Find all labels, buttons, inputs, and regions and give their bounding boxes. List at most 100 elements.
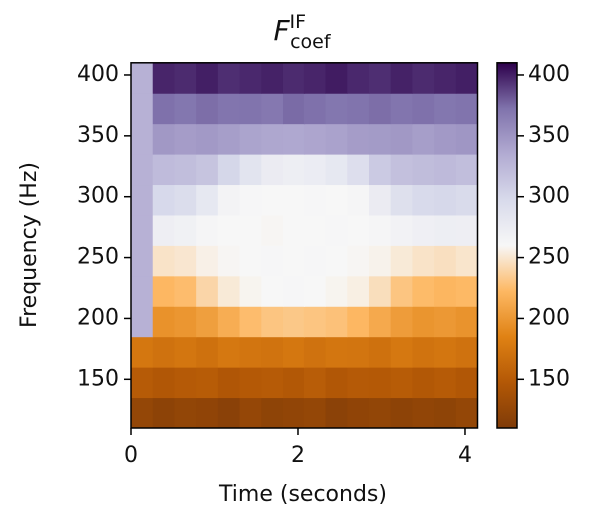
heat-cell — [390, 154, 413, 186]
y-axis-label: Frequency (Hz) — [17, 162, 42, 328]
heat-cell — [303, 214, 327, 246]
heat-cell — [152, 367, 175, 399]
heat-cell — [325, 367, 348, 399]
heat-cell — [131, 306, 154, 338]
y-tick-label: 250 — [77, 245, 119, 270]
heat-cell — [368, 306, 392, 338]
chart-title: FIF coef — [273, 11, 331, 53]
heat-cell — [152, 93, 175, 125]
plot-frame — [130, 62, 479, 429]
heat-cell — [368, 93, 392, 125]
heat-cell — [174, 275, 197, 307]
heat-cell — [261, 62, 284, 94]
heat-cell — [174, 336, 197, 368]
heat-cell — [131, 184, 154, 216]
heat-cell — [217, 184, 241, 216]
heat-cell — [434, 214, 457, 246]
heat-cell — [434, 306, 457, 338]
heat-cell — [412, 367, 435, 399]
heat-cell — [282, 214, 306, 246]
heat-cell — [390, 214, 413, 246]
heat-cell — [131, 336, 154, 368]
y-tick-label: 300 — [77, 184, 119, 209]
heat-cell — [368, 275, 392, 307]
heat-cell — [325, 62, 348, 94]
heat-cell — [325, 397, 348, 429]
heat-cell — [455, 306, 478, 338]
heat-cell — [239, 275, 262, 307]
heat-cell — [174, 245, 197, 277]
heat-cell — [131, 154, 154, 186]
heat-cell — [434, 245, 457, 277]
heat-cell — [282, 275, 306, 307]
heat-cell — [434, 154, 457, 186]
heat-cell — [434, 123, 457, 155]
heat-cell — [347, 93, 370, 125]
heat-cell — [347, 397, 370, 429]
heat-cell — [174, 62, 197, 94]
heat-cell — [347, 184, 370, 216]
heat-cell — [325, 93, 348, 125]
heat-cell — [239, 123, 262, 155]
heat-cell — [325, 154, 348, 186]
heat-cell — [325, 275, 348, 307]
heat-cell — [325, 336, 348, 368]
heat-cell — [412, 93, 435, 125]
heat-cell — [239, 245, 262, 277]
heat-cell — [131, 397, 154, 429]
heat-cell — [368, 397, 392, 429]
heat-cell — [412, 245, 435, 277]
heat-cell — [455, 184, 478, 216]
heat-cell — [196, 62, 219, 94]
heat-cell — [261, 275, 284, 307]
heat-cell — [368, 336, 392, 368]
heat-cell — [303, 367, 327, 399]
heat-cell — [239, 367, 262, 399]
heat-cell — [347, 306, 370, 338]
y-tick-label: 350 — [77, 123, 119, 148]
heat-cell — [261, 397, 284, 429]
heat-cell — [217, 93, 241, 125]
heat-cell — [131, 245, 154, 277]
heat-cell — [455, 62, 478, 94]
heat-cell — [390, 245, 413, 277]
heat-cell — [390, 93, 413, 125]
heat-cell — [347, 214, 370, 246]
heat-cell — [196, 367, 219, 399]
heat-cell — [412, 397, 435, 429]
heat-cell — [455, 154, 478, 186]
heat-cell — [239, 397, 262, 429]
heat-cell — [131, 93, 154, 125]
heat-cell — [390, 184, 413, 216]
heat-cell — [239, 336, 262, 368]
heat-cell — [261, 123, 284, 155]
heat-cell — [303, 306, 327, 338]
heat-cell — [152, 62, 175, 94]
x-axis-label: Time (seconds) — [218, 482, 387, 507]
heat-cell — [347, 62, 370, 94]
colorbar-tick-label: 400 — [528, 62, 570, 87]
heat-cell — [217, 123, 241, 155]
heat-cell — [261, 154, 284, 186]
heat-cell — [131, 123, 154, 155]
heat-cell — [239, 93, 262, 125]
heat-cell — [217, 397, 241, 429]
heat-cell — [282, 93, 306, 125]
heat-cell — [412, 184, 435, 216]
colorbar-tick-label: 200 — [528, 305, 570, 330]
heat-cell — [347, 367, 370, 399]
heat-cell — [390, 367, 413, 399]
heat-cell — [174, 184, 197, 216]
heat-cell — [239, 62, 262, 94]
y-tick-label: 200 — [77, 305, 119, 330]
heat-cell — [347, 154, 370, 186]
heat-cell — [196, 123, 219, 155]
heat-cell — [152, 306, 175, 338]
heat-cell — [347, 275, 370, 307]
heat-cell — [368, 245, 392, 277]
heat-cell — [412, 275, 435, 307]
heat-cell — [152, 214, 175, 246]
heat-cell — [196, 154, 219, 186]
title-sub: coef — [290, 31, 332, 53]
heat-cell — [325, 214, 348, 246]
